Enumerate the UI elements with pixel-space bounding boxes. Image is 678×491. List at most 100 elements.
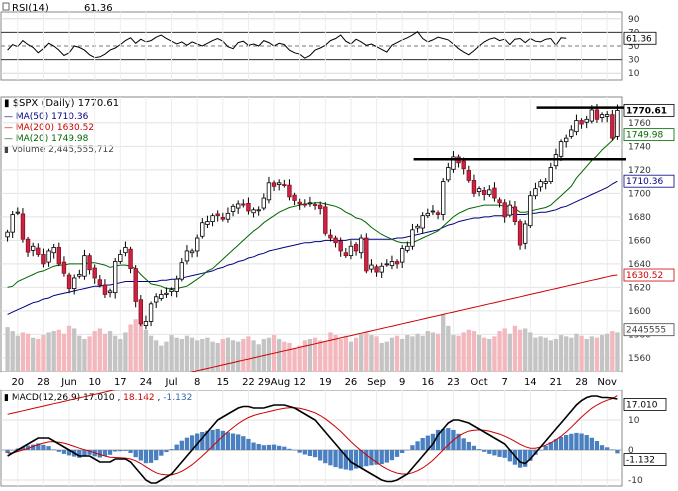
volume-bar: [61, 333, 67, 372]
rsi-tick-label: 10: [628, 69, 640, 79]
volume-bar: [589, 336, 594, 372]
volume-bar: [246, 336, 251, 372]
macd-histogram-bar: [548, 442, 553, 450]
candle-body: [358, 237, 364, 254]
volume-bar: [389, 337, 395, 372]
price-tick-label: 1560: [628, 354, 651, 364]
macd-title: MACD(12,26,9): [12, 393, 80, 403]
candle-body: [41, 254, 46, 265]
legend-volume-icon: ▮: [4, 145, 12, 155]
macd-histogram-bar: [154, 450, 159, 461]
candle-body: [369, 264, 374, 270]
volume-bar: [200, 339, 205, 372]
volume-bar: [492, 336, 497, 372]
macd-histogram-bar: [31, 444, 36, 450]
macd-histogram-bar: [210, 429, 215, 450]
candle-body: [420, 215, 425, 229]
macd-histogram-bar: [46, 446, 51, 450]
volume-bar: [20, 332, 26, 372]
candle-body: [440, 181, 446, 215]
macd-value-hist: -1.132: [163, 393, 192, 403]
legend-symbol-label: ▮ $SPX (Daily) 1770.61: [4, 98, 119, 109]
volume-bar: [533, 337, 538, 372]
macd-histogram-bar: [492, 450, 497, 456]
macd-histogram-bar: [389, 450, 395, 461]
candle-body: [543, 181, 548, 184]
volume-bar: [307, 339, 313, 372]
x-tick-label: 17: [114, 377, 127, 388]
macd-histogram-bar: [471, 445, 477, 450]
candle-body: [148, 303, 154, 322]
macd-histogram-bar: [302, 450, 307, 455]
volume-bar: [256, 344, 261, 372]
volume-bar: [312, 337, 318, 372]
rsi-header: RSI(14) 61.36: [2, 2, 113, 14]
candle-body: [589, 109, 595, 122]
candle-body: [297, 201, 302, 205]
macd-histogram-bar: [297, 450, 302, 453]
macd-histogram-bar: [579, 433, 584, 450]
macd-histogram-bar: [220, 430, 225, 450]
candle-body: [364, 237, 369, 272]
candle-body: [276, 182, 282, 185]
volume-bar: [277, 339, 282, 372]
macd-histogram-bar: [159, 450, 164, 456]
candle-body: [415, 225, 420, 229]
macd-histogram-bar: [205, 430, 210, 450]
macd-histogram-bar: [246, 438, 251, 450]
candle-body: [538, 181, 543, 188]
macd-histogram-bar: [174, 444, 179, 450]
volume-bar: [143, 329, 149, 372]
volume-bar: [507, 333, 512, 372]
macd-histogram-bar: [184, 437, 190, 450]
macd-indicator-icon: ▮: [4, 393, 12, 403]
macd-histogram-bar: [261, 445, 266, 450]
x-tick-label: 10: [88, 377, 101, 388]
candle-body: [317, 204, 323, 210]
candle-body: [410, 229, 415, 247]
macd-histogram-bar: [512, 450, 518, 465]
volume-bar: [123, 332, 128, 372]
macd-histogram-bar: [138, 450, 143, 461]
candle-body: [466, 170, 472, 181]
macd-histogram-bar: [502, 450, 507, 458]
candle-body: [502, 202, 507, 218]
candle-body: [92, 267, 97, 279]
price-tag-box: [623, 103, 675, 117]
macd-histogram-bar: [446, 428, 451, 450]
candle-body: [348, 245, 354, 257]
price-tag: 1770.61: [626, 106, 667, 116]
volume-bar: [184, 335, 190, 372]
macd-histogram-bar: [461, 438, 466, 450]
candle-body: [30, 245, 36, 251]
volume-bar: [369, 335, 374, 372]
volume-bar: [497, 331, 502, 372]
volume-bar: [605, 333, 610, 372]
x-tick-label: 12: [293, 377, 306, 388]
volume-bar: [174, 337, 179, 372]
macd-histogram-bar: [66, 450, 72, 456]
rsi-value: 61.36: [84, 3, 113, 14]
candle-body: [164, 292, 169, 295]
rsi-tick-label: 30: [628, 56, 640, 66]
volume-bar: [564, 336, 569, 372]
macd-histogram-bar: [553, 439, 559, 450]
candle-body: [66, 274, 72, 289]
macd-histogram-bar: [543, 445, 548, 450]
macd-histogram-bar: [102, 450, 108, 456]
price-tick-label: 1620: [628, 283, 651, 293]
volume-bar: [220, 339, 225, 372]
candle-body: [563, 137, 569, 143]
macd-price-tag-box: [623, 397, 667, 411]
legend-ma50-label: — MA(50) 1710.36: [4, 112, 89, 122]
macd-histogram-bar: [430, 433, 436, 450]
candle-body: [497, 199, 502, 204]
macd-histogram-bar: [507, 450, 512, 462]
x-tick-label: 7: [502, 377, 508, 388]
volume-bar: [528, 332, 533, 372]
candle-body: [394, 261, 400, 265]
candle-body: [15, 211, 21, 214]
candle-body: [241, 203, 246, 206]
volume-bar: [348, 341, 354, 372]
